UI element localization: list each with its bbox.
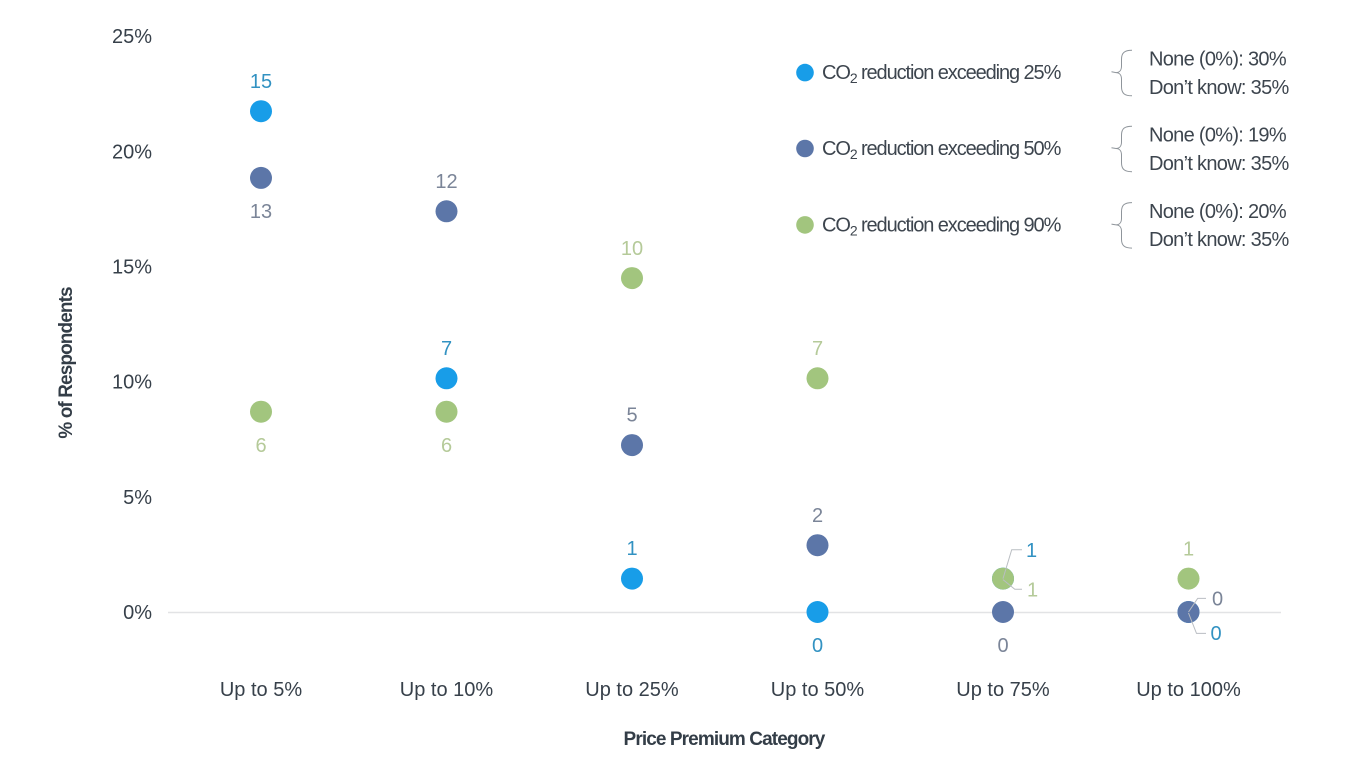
svg-text:7: 7 xyxy=(441,338,452,360)
svg-text:CO2 reduction exceeding 25%: CO2 reduction exceeding 25% xyxy=(822,62,1062,86)
svg-text:6: 6 xyxy=(441,435,452,457)
svg-text:Up to 25%: Up to 25% xyxy=(585,679,679,701)
svg-text:1: 1 xyxy=(1183,539,1194,561)
svg-text:Price Premium Category: Price Premium Category xyxy=(624,729,826,750)
svg-text:7: 7 xyxy=(812,338,823,360)
svg-text:Up to 5%: Up to 5% xyxy=(220,679,302,701)
svg-text:Don’t know: 35%: Don’t know: 35% xyxy=(1149,229,1289,251)
svg-text:Don’t know: 35%: Don’t know: 35% xyxy=(1149,77,1289,99)
svg-text:10%: 10% xyxy=(112,372,152,394)
svg-text:Don’t know: 35%: Don’t know: 35% xyxy=(1149,153,1289,175)
svg-text:25%: 25% xyxy=(112,26,152,48)
svg-text:Up to 50%: Up to 50% xyxy=(771,679,865,701)
svg-text:Up to 100%: Up to 100% xyxy=(1136,679,1241,701)
svg-text:5: 5 xyxy=(626,405,637,427)
svg-text:12: 12 xyxy=(435,171,457,193)
svg-text:0: 0 xyxy=(1212,588,1223,610)
svg-text:1: 1 xyxy=(626,538,637,560)
svg-text:20%: 20% xyxy=(112,142,152,164)
svg-text:0: 0 xyxy=(997,635,1008,657)
svg-text:5%: 5% xyxy=(123,487,152,509)
svg-text:Up to 10%: Up to 10% xyxy=(400,679,494,701)
svg-text:15: 15 xyxy=(250,71,272,93)
svg-text:6: 6 xyxy=(255,435,266,457)
svg-text:1: 1 xyxy=(1027,580,1038,602)
svg-text:None (0%): 30%: None (0%): 30% xyxy=(1149,49,1287,71)
svg-text:0: 0 xyxy=(812,635,823,657)
svg-text:10: 10 xyxy=(621,238,643,260)
svg-text:% of Respondents: % of Respondents xyxy=(56,287,77,439)
svg-text:None (0%): 20%: None (0%): 20% xyxy=(1149,201,1287,223)
svg-text:1: 1 xyxy=(1026,540,1037,562)
svg-text:15%: 15% xyxy=(112,257,152,279)
svg-text:CO2 reduction exceeding 50%: CO2 reduction exceeding 50% xyxy=(822,138,1062,162)
svg-text:13: 13 xyxy=(250,201,272,223)
svg-text:2: 2 xyxy=(812,505,823,527)
svg-text:0: 0 xyxy=(1210,623,1221,645)
svg-text:CO2 reduction exceeding 90%: CO2 reduction exceeding 90% xyxy=(822,215,1062,239)
svg-text:None (0%): 19%: None (0%): 19% xyxy=(1149,125,1287,147)
svg-text:0%: 0% xyxy=(123,602,152,624)
svg-text:Up to 75%: Up to 75% xyxy=(956,679,1050,701)
